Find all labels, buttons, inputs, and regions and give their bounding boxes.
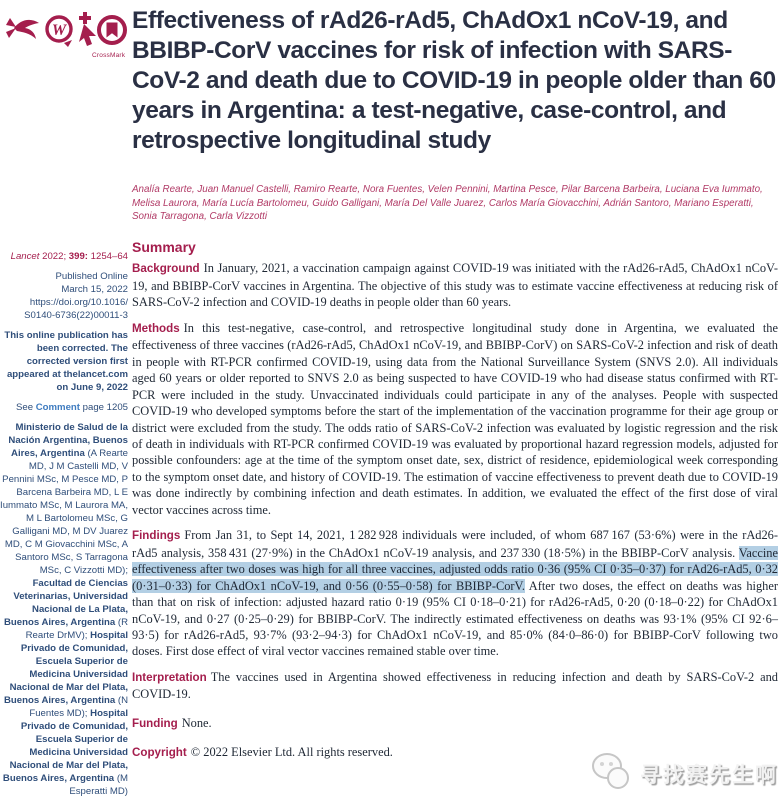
correction-notice: This online publication has been correct… xyxy=(4,330,128,393)
affiliation-institution: Facultad de Ciencias Veterinarias, Unive… xyxy=(3,578,128,628)
see-comment-pre: See xyxy=(15,402,36,413)
affiliation-institution: Ministerio de Salud de la Nación Argenti… xyxy=(8,422,128,459)
interpretation-text: The vaccines used in Argentina showed ef… xyxy=(132,669,778,702)
citation-pages: 1254–64 xyxy=(87,251,128,262)
copyright-paragraph: Copyright © 2022 Elsevier Ltd. All rights… xyxy=(132,744,778,761)
interpretation-label: Interpretation xyxy=(132,670,207,684)
citation-volume: 399: xyxy=(68,251,88,262)
methods-text: In this test-negative, case-control, and… xyxy=(132,320,778,517)
funding-text: None. xyxy=(181,715,212,730)
watermark: 寻找赛先生啊 xyxy=(588,751,778,796)
watermark-text: 寻找赛先生啊 xyxy=(640,763,778,787)
see-comment-post: page 1205 xyxy=(79,402,128,413)
citation-journal: Lancet xyxy=(10,251,40,262)
background-text: In January, 2021, a vaccination campaign… xyxy=(132,261,778,310)
affiliation-institution: Hospital Privado de Comunidad, Escuela S… xyxy=(3,630,128,706)
published-online-block: Published Online March 15, 2022 https://… xyxy=(0,270,128,322)
cursor-plus-icon xyxy=(74,12,100,48)
funding-label: Funding xyxy=(132,716,178,730)
citation: Lancet 2022; 399: 1254–64 xyxy=(0,250,128,263)
methods-label: Methods xyxy=(132,321,180,335)
copyright-label: Copyright xyxy=(132,746,187,760)
watermark-logo-icon xyxy=(588,751,632,796)
affiliation-institution: Hospital Privado de Comunidad, Escuela S… xyxy=(2,708,128,784)
affiliations: Ministerio de Salud de la Nación Argenti… xyxy=(0,421,128,798)
copyright-text: © 2022 Elsevier Ltd. All rights reserved… xyxy=(190,745,393,760)
doi-link-line2[interactable]: S0140-6736(22)00011-3 xyxy=(24,310,128,321)
published-online-label: Published Online xyxy=(55,271,128,282)
doi-link-line1[interactable]: https://doi.org/10.1016/ xyxy=(29,297,128,308)
affiliation-people: (R Rearte DrMV); xyxy=(25,617,128,641)
crossmark-icon[interactable] xyxy=(96,14,128,48)
affiliation-people: (A Rearte MD, J M Castelli MD, V Pennini… xyxy=(0,448,128,576)
findings-label: Findings xyxy=(132,529,181,543)
background-label: Background xyxy=(132,262,200,276)
findings-paragraph: Findings From Jan 31, to Sept 14, 2021, 1… xyxy=(132,527,778,660)
methods-paragraph: Methods In this test-negative, case-contr… xyxy=(132,320,778,518)
lancet-swift-icon xyxy=(6,16,44,44)
funding-paragraph: Funding None. xyxy=(132,715,778,732)
findings-text-before: From Jan 31, to Sept 14, 2021, 1 282 928… xyxy=(132,528,778,560)
masthead-icons: W CrossMark xyxy=(6,10,130,62)
comment-link[interactable]: Comment xyxy=(35,402,80,413)
affiliation-people: (M Esperatti MD) xyxy=(69,773,128,797)
citation-year: 2022; xyxy=(39,251,69,262)
crossmark-label: CrossMark xyxy=(92,52,126,59)
findings-text-after: After two doses, the effect on deaths wa… xyxy=(132,578,778,659)
page-title: Effectiveness of rAd26-rAd5, ChAdOx1 nCo… xyxy=(132,7,776,154)
journal-sidebar: Lancet 2022; 399: 1254–64 Published Onli… xyxy=(0,250,128,804)
affiliation-people: (N Fuentes MD); xyxy=(29,695,128,719)
svg-text:W: W xyxy=(52,22,68,39)
see-comment-line: See Comment page 1205 xyxy=(0,401,128,414)
w-circle-icon: W xyxy=(44,14,76,48)
author-list: Analía Rearte, Juan Manuel Castelli, Ram… xyxy=(132,183,763,223)
background-paragraph: Background In January, 2021, a vaccinatio… xyxy=(132,260,778,310)
published-date: March 15, 2022 xyxy=(61,284,128,295)
summary-heading: Summary xyxy=(132,239,196,255)
summary-column: Summary Background In January, 2021, a va… xyxy=(132,239,778,771)
interpretation-paragraph: Interpretation The vaccines used in Argen… xyxy=(132,669,778,703)
